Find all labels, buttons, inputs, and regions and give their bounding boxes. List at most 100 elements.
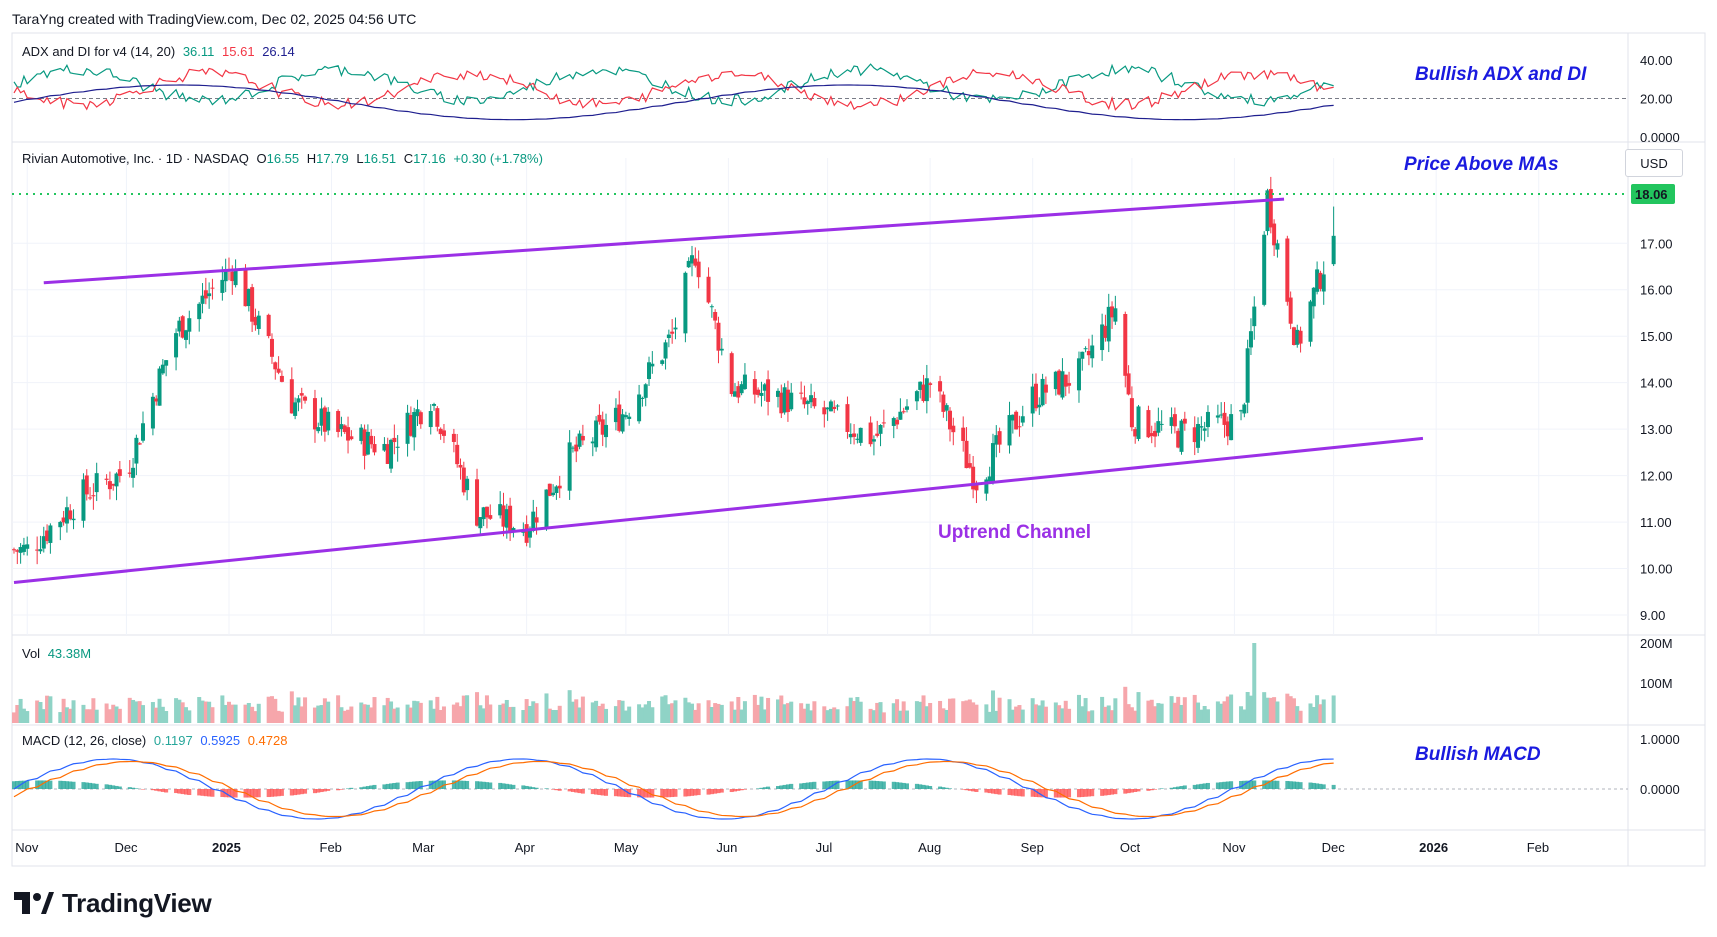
candle-body bbox=[1146, 410, 1151, 438]
volume-bar bbox=[289, 691, 294, 723]
macd-histogram-bar bbox=[1083, 789, 1088, 797]
macd-histogram-bar bbox=[12, 781, 16, 789]
volume-bar bbox=[987, 711, 992, 723]
macd-histogram-bar bbox=[104, 784, 109, 789]
candle-body bbox=[418, 412, 423, 425]
volume-bar bbox=[696, 703, 701, 723]
volume-bar bbox=[944, 709, 949, 723]
volume-bar bbox=[81, 704, 86, 723]
candle-body bbox=[822, 407, 827, 415]
candle-body bbox=[709, 306, 714, 308]
macd-histogram-bar bbox=[1159, 788, 1164, 789]
macd-histogram-bar bbox=[640, 789, 645, 798]
candle-body bbox=[567, 442, 572, 491]
macd-histogram-bar bbox=[312, 789, 317, 794]
candle-body bbox=[220, 279, 225, 293]
macd-histogram-bar bbox=[200, 789, 205, 796]
macd-histogram-bar bbox=[673, 789, 678, 797]
candle-body bbox=[289, 379, 294, 414]
volume-bar bbox=[408, 707, 413, 723]
time-axis-label: Aug bbox=[918, 840, 941, 855]
candle-body bbox=[1321, 274, 1326, 292]
volume-bar bbox=[627, 706, 632, 723]
volume-bar bbox=[895, 699, 900, 723]
candle-body bbox=[1192, 427, 1197, 443]
candle-body bbox=[1086, 350, 1091, 356]
volume-bar bbox=[48, 696, 53, 723]
volume-bar bbox=[1248, 695, 1253, 723]
candle-body bbox=[203, 290, 208, 299]
candle-body bbox=[627, 416, 632, 419]
volume-bar bbox=[461, 695, 466, 723]
volume-bar bbox=[134, 701, 139, 723]
annotation-bullish-macd: Bullish MACD bbox=[1415, 744, 1541, 765]
volume-bar bbox=[415, 701, 420, 723]
price-axis-tick: 12.00 bbox=[1640, 469, 1673, 484]
macd-line bbox=[13, 758, 1334, 820]
tradingview-logo[interactable]: TradingView bbox=[14, 888, 212, 918]
volume-bar bbox=[650, 707, 655, 723]
candle-body bbox=[1080, 351, 1085, 359]
candle-body bbox=[296, 398, 301, 403]
macd-histogram-bar bbox=[220, 789, 225, 797]
candle-body bbox=[613, 407, 618, 423]
candle-body bbox=[1318, 272, 1323, 289]
volume-bar bbox=[296, 697, 301, 723]
candle-body bbox=[1248, 331, 1253, 348]
volume-bar bbox=[303, 697, 308, 723]
macd-histogram-bar bbox=[1020, 789, 1025, 797]
candle-body bbox=[524, 524, 529, 543]
volume-bar bbox=[243, 704, 248, 723]
candle-body bbox=[1205, 411, 1210, 428]
candle-body bbox=[964, 440, 969, 469]
volume-bar bbox=[312, 707, 317, 723]
macd-histogram-bar bbox=[729, 789, 734, 793]
candle-body bbox=[1017, 426, 1022, 428]
candle-body bbox=[779, 392, 784, 414]
candle-body bbox=[620, 414, 625, 432]
macd-histogram-bar bbox=[134, 788, 139, 789]
candle-body bbox=[1239, 410, 1244, 412]
macd-value-hist: 0.1197 bbox=[153, 733, 193, 748]
volume-bar bbox=[1318, 704, 1323, 723]
volume-bar bbox=[693, 709, 698, 723]
candle-body bbox=[666, 334, 671, 339]
macd-histogram-bar bbox=[478, 781, 483, 789]
macd-histogram-bar bbox=[150, 789, 155, 791]
candle-body bbox=[878, 425, 883, 434]
volume-bar bbox=[372, 697, 377, 723]
volume-bar bbox=[789, 701, 794, 723]
volume-bar bbox=[1275, 701, 1280, 723]
macd-histogram-bar bbox=[789, 783, 794, 789]
volume-bar bbox=[617, 700, 622, 723]
volume-bar bbox=[392, 708, 397, 723]
volume-bar bbox=[197, 697, 202, 723]
macd-histogram-bar bbox=[372, 784, 377, 789]
price-change: +0.30 (+1.78%) bbox=[453, 151, 543, 166]
macd-histogram-bar bbox=[1179, 786, 1184, 789]
macd-histogram-bar bbox=[1176, 786, 1181, 789]
macd-histogram-bar bbox=[362, 786, 367, 789]
channel-lower-line bbox=[13, 436, 1424, 584]
volume-bar bbox=[183, 707, 188, 723]
volume-bar bbox=[250, 706, 255, 723]
macd-histogram-bar bbox=[898, 782, 903, 789]
volume-bar bbox=[1020, 709, 1025, 723]
volume-bar bbox=[94, 709, 99, 723]
volume-bar bbox=[1146, 700, 1151, 723]
macd-histogram-bar bbox=[799, 783, 804, 789]
macd-histogram-bar bbox=[484, 782, 489, 789]
volume-bar bbox=[1176, 696, 1181, 723]
candle-body bbox=[799, 392, 804, 394]
adx-minus-di-line bbox=[13, 67, 1334, 111]
candle-body bbox=[590, 441, 595, 444]
currency-button[interactable]: USD bbox=[1625, 149, 1683, 177]
macd-histogram-bar bbox=[742, 789, 747, 790]
volume-bar bbox=[898, 710, 903, 723]
candle-body bbox=[127, 472, 132, 474]
macd-histogram-bar bbox=[21, 780, 26, 789]
macd-histogram-bar bbox=[1308, 782, 1313, 789]
volume-bar bbox=[1169, 696, 1174, 723]
macd-axis-tick: 0.0000 bbox=[1640, 782, 1680, 797]
